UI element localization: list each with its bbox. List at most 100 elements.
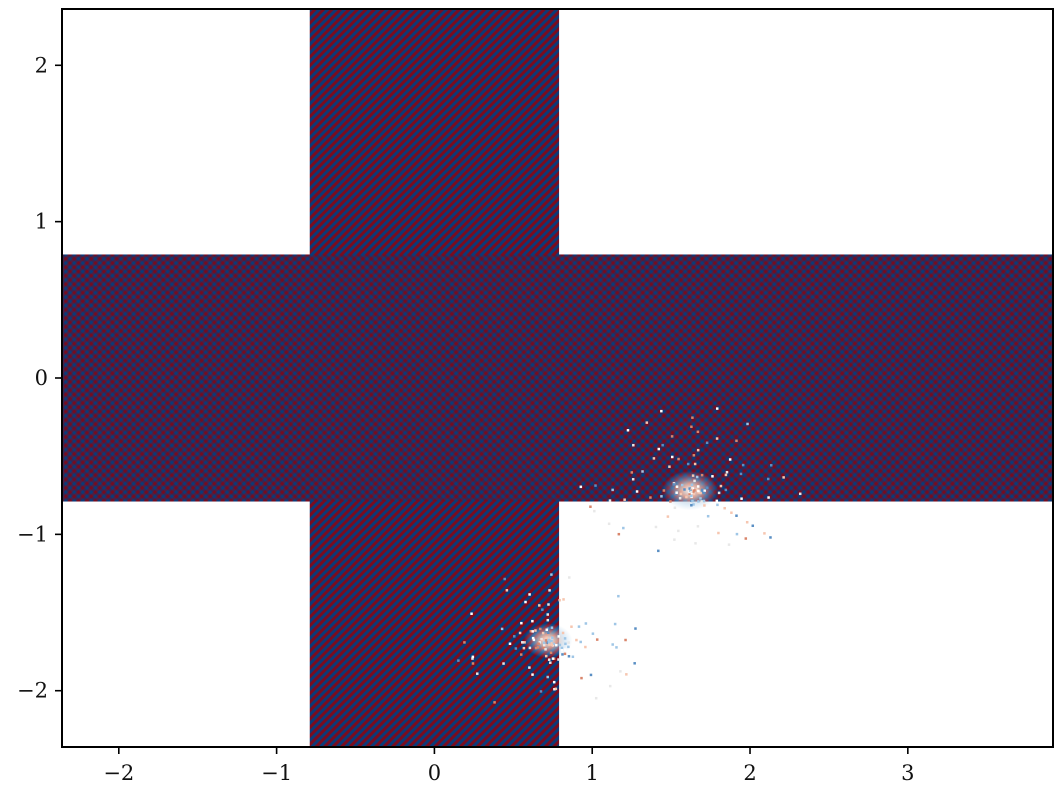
speckle — [681, 484, 684, 487]
speckle — [476, 672, 479, 675]
speckle — [667, 515, 670, 518]
speckle — [585, 590, 588, 593]
speckle — [690, 491, 693, 494]
speckle — [663, 489, 666, 492]
speckle — [545, 639, 548, 642]
speckle — [528, 666, 531, 669]
speckle — [551, 643, 554, 646]
speckle — [515, 647, 518, 650]
speckle — [634, 627, 637, 630]
speckle — [548, 641, 551, 644]
speckle — [690, 495, 693, 498]
speckle — [594, 642, 597, 645]
x-tick-label: 3 — [901, 761, 914, 785]
speckle — [716, 500, 719, 503]
speckle — [470, 612, 473, 615]
speckle — [579, 641, 582, 644]
speckle — [614, 623, 617, 626]
speckle — [535, 647, 538, 650]
speckle — [624, 639, 627, 642]
speckle — [685, 496, 688, 499]
speckle — [503, 578, 506, 581]
y-tick-label: −1 — [17, 522, 48, 546]
speckle — [540, 638, 543, 641]
speckle — [596, 638, 599, 641]
speckle — [568, 655, 571, 658]
y-tick-label: 2 — [35, 53, 48, 77]
y-tick-label: 1 — [35, 210, 48, 234]
speckle — [581, 634, 584, 637]
x-tick-label: −2 — [103, 761, 134, 785]
speckle — [691, 484, 694, 487]
speckle — [509, 643, 512, 646]
speckle — [633, 662, 636, 665]
speckle — [625, 673, 628, 676]
speckle — [538, 604, 541, 607]
speckle — [716, 407, 719, 410]
speckle — [657, 550, 660, 553]
speckle — [703, 504, 706, 507]
speckle — [555, 644, 558, 647]
speckle — [672, 483, 675, 486]
speckle — [660, 495, 663, 498]
speckle — [523, 641, 526, 644]
speckle — [589, 505, 592, 508]
speckle — [552, 657, 555, 660]
speckle — [561, 653, 564, 656]
speckle — [636, 490, 639, 493]
speckle — [493, 701, 496, 704]
speckle — [584, 646, 587, 649]
y-tick-label: −2 — [17, 679, 48, 703]
speckle — [653, 457, 656, 460]
speckle — [707, 515, 710, 518]
speckle — [769, 536, 772, 539]
speckle — [693, 454, 696, 457]
speckle — [570, 625, 573, 628]
speckle — [502, 662, 505, 665]
speckle — [671, 435, 674, 438]
speckle — [609, 499, 612, 502]
speckle — [669, 500, 672, 503]
speckle — [632, 444, 635, 447]
speckle — [534, 629, 537, 632]
speckle — [540, 690, 543, 693]
speckle — [457, 659, 460, 662]
speckle — [520, 653, 523, 656]
speckle — [680, 493, 683, 496]
speckle — [608, 523, 611, 526]
speckle — [568, 576, 571, 579]
speckle — [567, 646, 570, 649]
speckle — [632, 478, 635, 481]
speckle — [725, 474, 728, 477]
speckle — [506, 589, 509, 592]
speckle — [545, 637, 548, 640]
x-tick-label: 1 — [586, 761, 599, 785]
speckle — [520, 622, 523, 625]
speckle — [627, 429, 630, 432]
speckle — [548, 589, 551, 592]
speckle — [561, 649, 564, 652]
speckle — [531, 630, 534, 633]
speckle — [649, 496, 652, 499]
speckle — [578, 625, 581, 628]
speckle — [555, 688, 558, 691]
speckle — [551, 636, 554, 639]
speckle — [544, 648, 547, 651]
speckle — [671, 456, 674, 459]
speckle — [472, 656, 475, 659]
speckle — [740, 473, 743, 476]
speckle — [622, 530, 625, 533]
speckle — [564, 637, 567, 640]
speckle — [735, 440, 738, 443]
speckle — [519, 632, 522, 635]
speckle — [721, 506, 724, 509]
speckle — [661, 444, 664, 447]
speckle — [599, 638, 602, 641]
speckle — [658, 448, 661, 451]
speckle — [699, 497, 702, 500]
y-tick-label: 0 — [35, 366, 48, 390]
x-tick-label: 0 — [428, 761, 441, 785]
speckle — [735, 514, 738, 517]
speckle — [690, 504, 693, 507]
